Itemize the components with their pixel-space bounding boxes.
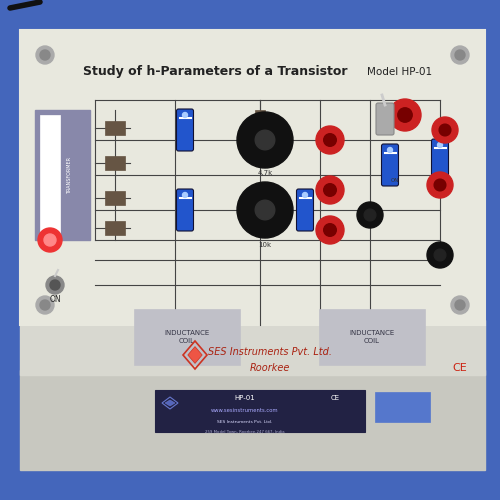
Circle shape — [438, 142, 442, 148]
Circle shape — [302, 192, 308, 198]
Bar — [140, 315, 235, 360]
Circle shape — [38, 228, 62, 252]
Text: HP-01: HP-01 — [234, 395, 256, 401]
Circle shape — [439, 124, 451, 136]
Circle shape — [432, 117, 458, 143]
Circle shape — [50, 280, 60, 290]
Bar — [105, 156, 125, 170]
Circle shape — [455, 300, 465, 310]
Bar — [325, 315, 420, 360]
Circle shape — [324, 184, 336, 196]
Text: SES Instruments Pvt. Ltd.: SES Instruments Pvt. Ltd. — [218, 420, 272, 424]
Text: CE: CE — [330, 395, 340, 401]
Text: ON: ON — [391, 178, 399, 182]
Circle shape — [255, 130, 275, 150]
Circle shape — [427, 242, 453, 268]
Circle shape — [316, 216, 344, 244]
Bar — [105, 191, 125, 205]
Circle shape — [316, 176, 344, 204]
Circle shape — [455, 50, 465, 60]
FancyBboxPatch shape — [296, 189, 314, 231]
Text: ON: ON — [49, 296, 61, 304]
Bar — [40, 115, 60, 235]
Text: TRANSFORMER: TRANSFORMER — [68, 156, 72, 194]
Circle shape — [46, 276, 64, 294]
FancyBboxPatch shape — [176, 189, 194, 231]
Text: Roorkee: Roorkee — [250, 363, 290, 373]
Text: 259 Model Town, Roorkee-247 667, India: 259 Model Town, Roorkee-247 667, India — [205, 430, 285, 434]
Text: CE: CE — [452, 363, 468, 373]
Text: www.sesinstruments.com: www.sesinstruments.com — [211, 408, 279, 412]
Bar — [20, 30, 485, 325]
Circle shape — [427, 172, 453, 198]
Circle shape — [237, 112, 293, 168]
Text: Model HP-01: Model HP-01 — [368, 67, 432, 77]
Polygon shape — [188, 346, 202, 364]
Bar — [255, 110, 265, 128]
Circle shape — [36, 296, 54, 314]
Circle shape — [182, 112, 188, 117]
Text: 10k: 10k — [258, 242, 272, 248]
Circle shape — [434, 249, 446, 261]
Bar — [375, 392, 430, 422]
Circle shape — [451, 296, 469, 314]
Bar — [35, 110, 90, 240]
Bar — [155, 390, 365, 432]
Bar — [105, 221, 125, 235]
Circle shape — [451, 46, 469, 64]
Circle shape — [40, 300, 50, 310]
Circle shape — [36, 46, 54, 64]
Circle shape — [434, 179, 446, 191]
Circle shape — [364, 209, 376, 221]
Text: 4.7k: 4.7k — [258, 170, 272, 176]
FancyBboxPatch shape — [376, 103, 394, 135]
Circle shape — [237, 182, 293, 238]
FancyBboxPatch shape — [432, 139, 448, 181]
Circle shape — [398, 108, 412, 122]
Circle shape — [316, 126, 344, 154]
Bar — [135, 310, 240, 365]
Circle shape — [182, 192, 188, 198]
Text: Study of h-Parameters of a Transistor: Study of h-Parameters of a Transistor — [83, 66, 347, 78]
Text: SES Instruments Pvt. Ltd.: SES Instruments Pvt. Ltd. — [208, 347, 332, 357]
Bar — [20, 370, 485, 470]
FancyBboxPatch shape — [176, 109, 194, 151]
Circle shape — [324, 134, 336, 146]
Circle shape — [40, 50, 50, 60]
Bar — [20, 320, 485, 375]
Text: INDUCTANCE
COIL: INDUCTANCE COIL — [350, 330, 395, 344]
Circle shape — [388, 148, 392, 152]
Bar — [320, 310, 425, 365]
Circle shape — [44, 234, 56, 246]
Circle shape — [357, 202, 383, 228]
Polygon shape — [165, 400, 175, 406]
Bar — [105, 121, 125, 135]
Circle shape — [389, 99, 421, 131]
Text: INDUCTANCE
COIL: INDUCTANCE COIL — [164, 330, 210, 344]
Circle shape — [324, 224, 336, 236]
Circle shape — [255, 200, 275, 220]
FancyBboxPatch shape — [382, 144, 398, 186]
